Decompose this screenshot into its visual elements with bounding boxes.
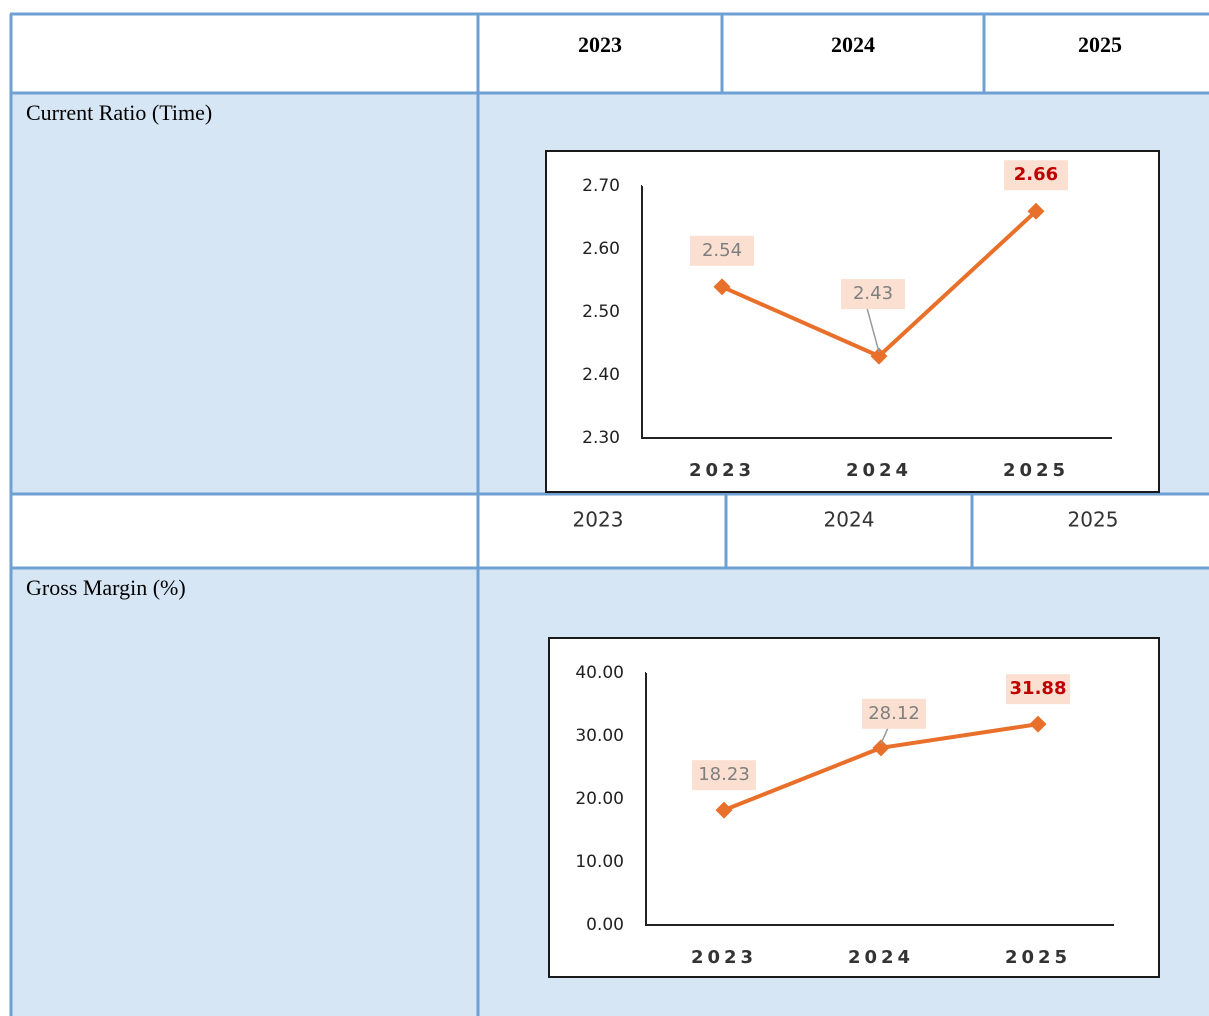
table-borders <box>9 12 1209 1016</box>
y-tick-label: 40.00 <box>575 663 624 683</box>
y-tick-label: 2.40 <box>582 365 620 385</box>
data-label-bg <box>862 698 926 729</box>
data-label: 2.54 <box>702 240 742 261</box>
leader-line <box>880 727 889 745</box>
data-label: 31.88 <box>1010 678 1067 699</box>
row-label: Current Ratio (Time) <box>26 100 212 125</box>
data-label-bg <box>841 279 905 310</box>
row-bg <box>10 494 1209 568</box>
y-tick-label: 20.00 <box>575 789 624 809</box>
cell: 2024 <box>824 508 875 532</box>
cell: 2025 <box>1068 508 1119 532</box>
data-label: 2.66 <box>1014 164 1058 185</box>
header-cell: 2023 <box>578 32 622 57</box>
point-marker <box>870 347 888 365</box>
y-tick-label: 2.30 <box>582 428 620 448</box>
y-tick-label: 2.60 <box>582 239 620 259</box>
point-marker <box>872 739 890 757</box>
cell: 2023 <box>573 508 624 532</box>
x-tick-label: 2023 <box>689 460 755 481</box>
point-marker <box>713 278 731 296</box>
y-tick-label: 2.70 <box>582 176 620 196</box>
x-tick-label: 2024 <box>848 947 914 968</box>
y-tick-label: 30.00 <box>575 726 624 746</box>
x-tick-label: 2025 <box>1003 460 1069 481</box>
header-bg <box>10 14 1209 94</box>
header-cell: 2025 <box>1078 32 1122 57</box>
point-marker <box>715 801 733 819</box>
y-tick-label: 0.00 <box>586 915 624 935</box>
data-label-bg <box>692 760 756 791</box>
x-tick-label: 2023 <box>691 947 757 968</box>
data-label-bg <box>690 235 754 266</box>
data-label: 18.23 <box>698 764 750 785</box>
chart-frame <box>545 150 1160 493</box>
x-tick-label: 2024 <box>846 460 912 481</box>
y-tick-label: 10.00 <box>575 852 624 872</box>
data-label-bg <box>1004 160 1068 191</box>
row-label: Gross Margin (%) <box>26 575 186 600</box>
x-tick-label: 2025 <box>1005 947 1071 968</box>
y-tick-label: 2.50 <box>582 302 620 322</box>
data-label: 28.12 <box>868 703 920 724</box>
header-cell: 2024 <box>831 32 875 57</box>
leader-line <box>866 307 880 353</box>
data-label: 2.43 <box>853 283 893 304</box>
data-label-bg <box>1006 674 1070 705</box>
point-marker <box>1029 715 1047 733</box>
